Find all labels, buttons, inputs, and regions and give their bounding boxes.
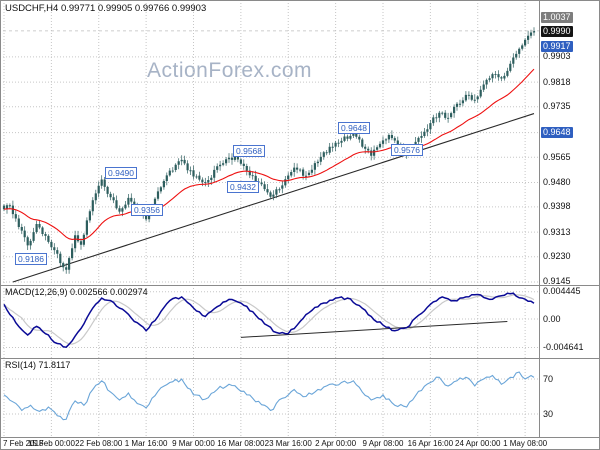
- rsi-axis-tick: 70: [543, 373, 554, 384]
- swing-price-label: 0.9648: [338, 122, 370, 134]
- time-axis-tick: 16 Mar 08:00: [217, 439, 265, 448]
- price-axis-tick: 0.9917: [541, 41, 573, 53]
- time-axis-tick: 1 Mar 16:00: [124, 439, 168, 448]
- swing-price-label: 0.9356: [131, 204, 163, 216]
- price-axis-tick: 1.0037: [541, 11, 573, 23]
- swing-price-label: 0.9432: [227, 181, 259, 193]
- time-axis-tick: 7 Feb 2018: [3, 439, 44, 448]
- time-axis-tick: 16 Apr 16:00: [407, 439, 454, 448]
- time-axis-tick: 15 Feb 00:00: [27, 439, 75, 448]
- price-axis-tick: 0.9735: [543, 101, 571, 112]
- time-axis-tick: 9 Mar 00:00: [172, 439, 215, 448]
- time-axis-tick: 9 Apr 08:00: [362, 439, 404, 448]
- price-axis-tick: 0.9903: [543, 51, 571, 62]
- price-axis-tick: 0.9818: [543, 76, 571, 87]
- macd-panel-label: MACD(12,26,9) 0.002566 0.002974: [5, 287, 148, 297]
- swing-price-label: 0.9576: [391, 144, 423, 156]
- price-axis-tick: 0.9230: [543, 251, 571, 262]
- swing-price-label: 0.9186: [15, 253, 47, 265]
- swing-price-label: 0.9490: [105, 167, 137, 179]
- macd-axis-tick: -0.004641: [543, 341, 584, 352]
- symbol-ohlc-header: USDCHF,H4 0.99771 0.99905 0.99766 0.9990…: [5, 3, 207, 14]
- price-axis-tick: 0.9565: [543, 151, 571, 162]
- watermark: ActionForex.com: [147, 59, 313, 82]
- rsi-axis-tick: 30: [543, 408, 554, 419]
- price-axis-tick: 0.9990: [541, 25, 573, 37]
- time-axis-tick: 24 Apr 00:00: [455, 439, 501, 448]
- swing-price-label: 0.9568: [233, 145, 265, 157]
- time-axis-tick: 1 May 08:00: [503, 439, 548, 448]
- time-axis-tick: 2 Apr 00:00: [315, 439, 357, 448]
- price-axis-tick: 0.9648: [541, 127, 573, 139]
- time-axis-tick: 22 Feb 08:00: [75, 439, 123, 448]
- price-axis-tick: 0.9313: [543, 226, 571, 237]
- price-axis-tick: 0.9145: [543, 276, 571, 287]
- price-axis-tick: 0.9398: [543, 201, 571, 212]
- price-axis-tick: 0.9480: [543, 176, 571, 187]
- time-axis-tick: 23 Mar 16:00: [264, 439, 312, 448]
- rsi-panel-label: RSI(14) 71.8117: [5, 360, 71, 370]
- macd-axis-tick: 0.00: [543, 313, 561, 324]
- macd-axis-tick: 0.004445: [543, 286, 581, 297]
